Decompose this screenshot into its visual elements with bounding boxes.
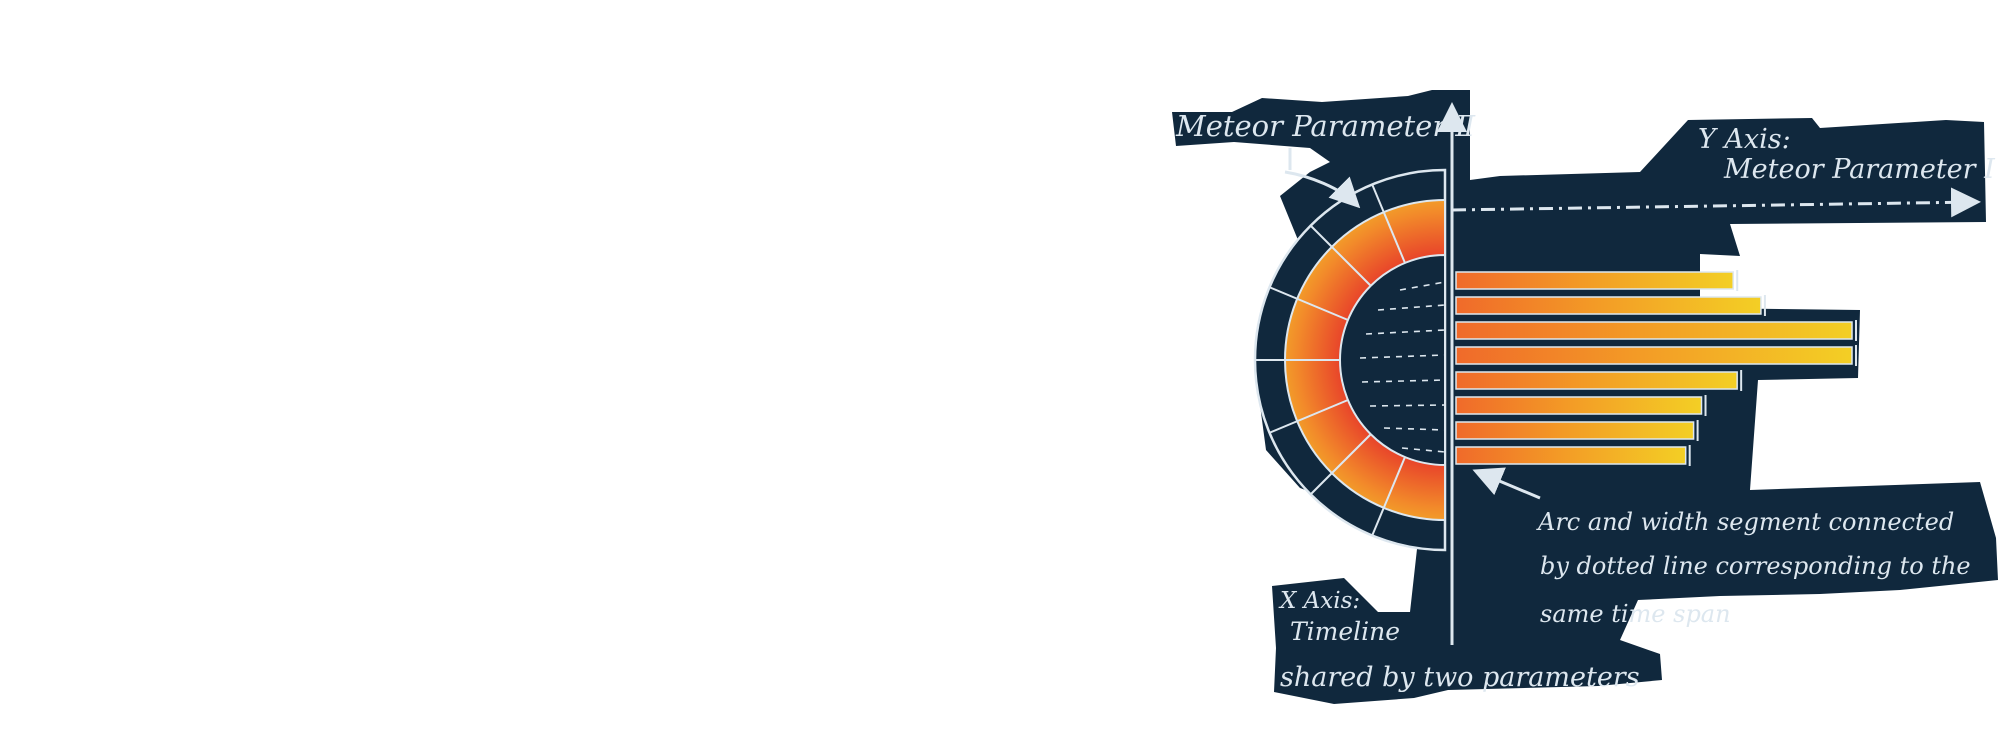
bar-group	[1455, 270, 1857, 466]
bar-6	[1455, 396, 1703, 415]
dotted-connectors	[1359, 281, 1446, 453]
bar-2	[1455, 296, 1762, 315]
bar-1	[1455, 271, 1734, 290]
x-axis-timeline-label: Timeline	[1290, 617, 1400, 646]
note-line-1: Arc and width segment connected	[1536, 508, 1954, 536]
bar-3	[1455, 321, 1853, 340]
note-pointer-arrow	[1472, 467, 1541, 500]
y-axis-title: Y Axis:	[1698, 124, 1791, 155]
note-line-3: same time span	[1540, 600, 1731, 628]
radial-chart	[1253, 168, 1447, 552]
y-axis-parameter-label: Meteor Parameter Ⅰ	[1723, 154, 1996, 185]
colored-ring	[1285, 200, 1445, 520]
x-axis-title: X Axis:	[1278, 588, 1360, 614]
note-line-2: by dotted line corresponding to the	[1540, 552, 1971, 580]
param2-pointer-arrow	[1284, 170, 1361, 209]
bar-7	[1455, 421, 1695, 440]
bar-8	[1455, 446, 1687, 465]
bar-4	[1455, 346, 1853, 365]
x-axis-shared-label: shared by two parameters	[1280, 662, 1640, 693]
ring-spokes	[1255, 170, 1446, 550]
meteor-parameter-2-label: Meteor Parameter Ⅱ	[1175, 109, 1476, 143]
bar-5	[1455, 371, 1738, 390]
axes	[1284, 102, 1981, 645]
horizontal-axis	[1451, 187, 1981, 218]
